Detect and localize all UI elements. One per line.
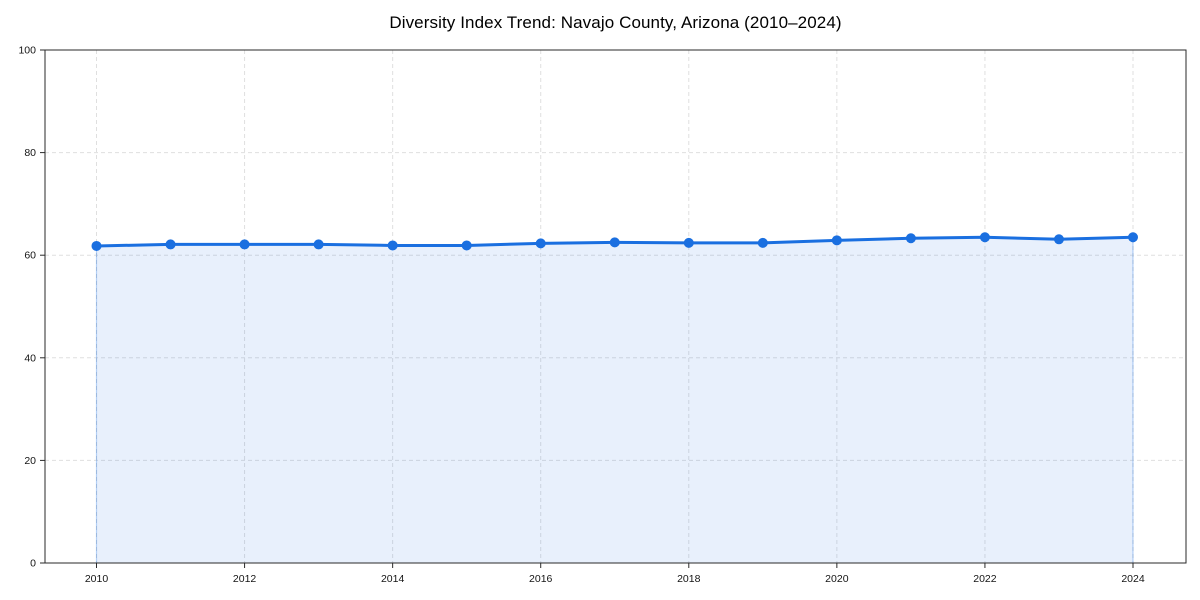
data-point-2012 [239,239,250,250]
y-tick-label: 100 [18,45,36,57]
data-point-2011 [165,239,176,250]
x-tick-label: 2020 [825,573,849,585]
chart-title: Diversity Index Trend: Navajo County, Ar… [389,13,842,32]
y-tick-label: 0 [30,558,36,570]
y-tick-label: 40 [24,352,36,364]
x-tick-label: 2024 [1121,573,1145,585]
data-point-2021 [905,233,916,244]
data-point-2014 [387,240,398,251]
data-point-2022 [979,232,990,243]
x-tick-label: 2018 [677,573,701,585]
x-tick-label: 2012 [233,573,257,585]
data-point-2013 [313,239,324,250]
data-point-2020 [831,235,842,246]
y-tick-label: 20 [24,455,36,467]
area-fill [96,237,1133,563]
data-point-2024 [1128,232,1138,243]
data-point-2015 [461,240,472,251]
x-tick-label: 2014 [381,573,405,585]
data-point-2018 [683,237,694,248]
data-point-2023 [1053,234,1064,245]
data-point-2010 [91,240,102,251]
x-tick-label: 2010 [85,573,109,585]
x-tick-label: 2022 [973,573,997,585]
y-tick-label: 80 [24,147,36,159]
x-tick-label: 2016 [529,573,553,585]
y-tick-label: 60 [24,250,36,262]
data-point-2017 [609,237,620,248]
data-point-2019 [757,237,768,248]
data-point-2016 [535,238,546,249]
plot-border [44,49,1187,564]
